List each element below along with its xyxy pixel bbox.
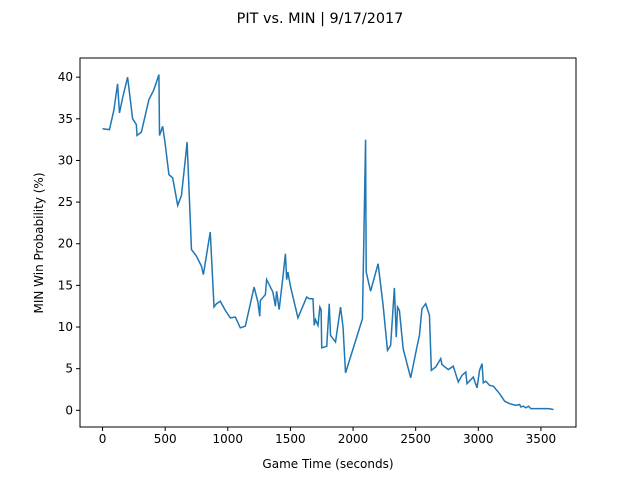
y-axis-label: MIN Win Probability (%) [32,172,46,313]
chart-title: PIT vs. MIN | 9/17/2017 [237,11,404,27]
x-tick-label: 1500 [275,432,306,446]
y-tick-label: 10 [58,320,73,334]
y-tick-label: 20 [58,237,73,251]
y-tick-label: 0 [65,403,73,417]
y-tick-label: 35 [58,112,73,126]
y-tick-label: 5 [65,362,73,376]
x-tick-label: 1000 [213,432,244,446]
x-tick-label: 0 [99,432,107,446]
x-tick-label: 3000 [463,432,494,446]
y-tick-label: 15 [58,278,73,292]
y-tick-label: 30 [58,153,73,167]
x-tick-label: 500 [154,432,177,446]
x-tick-label: 2000 [338,432,369,446]
x-tick-label: 3500 [526,432,557,446]
data-line [102,74,554,411]
y-tick-label: 40 [58,70,73,84]
plot-frame [79,57,577,428]
x-axis-label: Game Time (seconds) [262,457,393,471]
x-tick-label: 2500 [400,432,431,446]
y-tick-label: 25 [58,195,73,209]
